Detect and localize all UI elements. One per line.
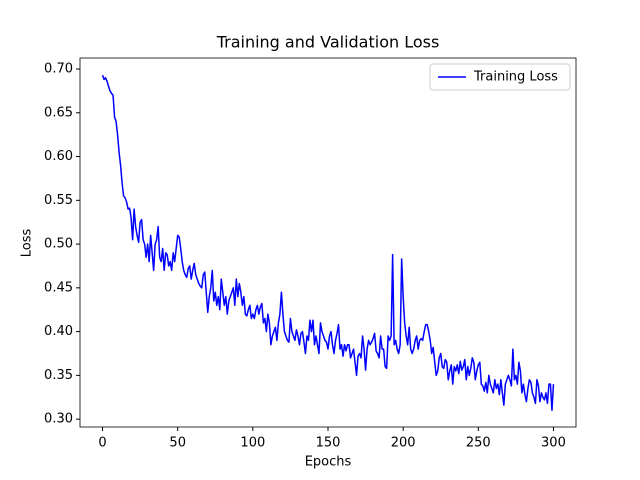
x-tick-label: 250 xyxy=(466,436,491,451)
y-tick-label: 0.30 xyxy=(44,412,73,427)
x-axis-label: Epochs xyxy=(305,455,352,470)
y-tick-label: 0.55 xyxy=(44,193,73,208)
legend-box xyxy=(429,63,571,91)
axes-frame xyxy=(79,57,577,428)
legend-label: Training Loss xyxy=(473,70,558,85)
chart-title: Training and Validation Loss xyxy=(216,33,440,52)
line-series xyxy=(101,74,555,412)
y-tick-label: 0.50 xyxy=(44,237,73,252)
x-tick-label: 50 xyxy=(169,436,186,451)
y-tick-label: 0.45 xyxy=(44,280,73,295)
x-tick-label: 0 xyxy=(98,436,106,451)
y-tick-label: 0.70 xyxy=(44,62,73,77)
y-tick-label: 0.35 xyxy=(44,368,73,383)
y-tick-label: 0.60 xyxy=(44,149,73,164)
x-tick-label: 150 xyxy=(316,436,341,451)
y-tick-label: 0.65 xyxy=(44,105,73,120)
y-axis-label: Loss xyxy=(20,229,35,258)
y-tick-label: 0.40 xyxy=(44,324,73,339)
x-tick-label: 100 xyxy=(240,436,265,451)
x-tick-label: 300 xyxy=(541,436,566,451)
x-tick-label: 200 xyxy=(391,436,416,451)
